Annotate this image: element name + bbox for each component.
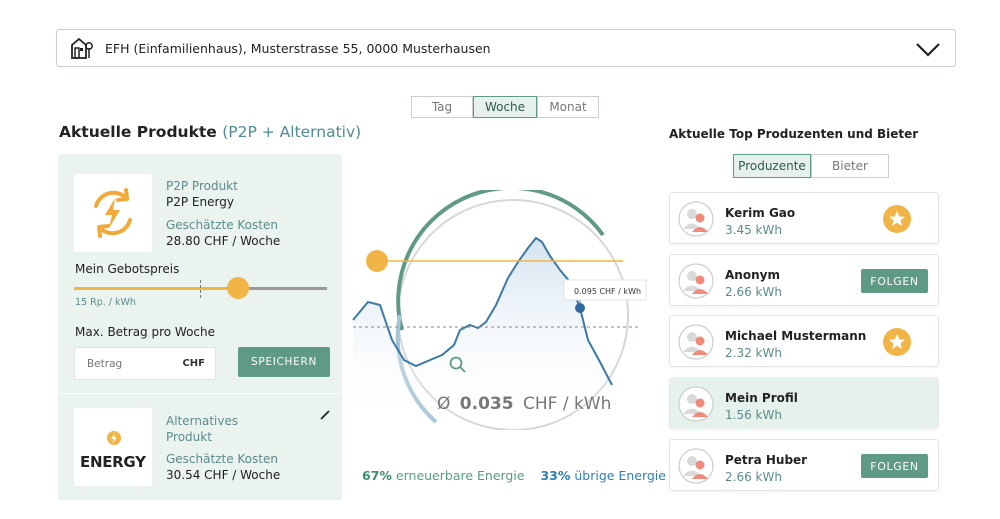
other-pct: 33% <box>540 468 571 483</box>
avatar-icon <box>678 324 714 360</box>
bid-value: 15 Rp. / kWh <box>75 297 136 308</box>
ring-renewable <box>396 190 605 331</box>
amount-input[interactable] <box>75 348 165 379</box>
my-profile-item[interactable]: Mein Profil 1.56 kWh <box>669 377 939 429</box>
energy-logo-icon <box>107 431 121 445</box>
avatar-icon <box>678 263 714 299</box>
currency-label: CHF <box>182 358 205 369</box>
house-icon <box>71 37 93 59</box>
zoom-icon[interactable] <box>449 356 466 373</box>
alt-product-logo-box: ENERGY <box>74 408 152 486</box>
p2p-product-type: P2P Produkt <box>166 179 238 193</box>
p2p-cost-value: 28.80 CHF / Woche <box>166 234 281 248</box>
price-point[interactable] <box>575 303 585 313</box>
section-subtitle: (P2P + Alternativ) <box>222 123 362 141</box>
section-title-text: Aktuelle Produkte <box>59 123 217 141</box>
tooltip-text: 0.095 CHF / kWh <box>574 287 641 296</box>
producer-name: Petra Huber <box>725 453 808 467</box>
amount-field[interactable]: CHF <box>74 347 216 380</box>
producer-tabs: Produzente Bieter <box>733 154 889 178</box>
bid-label: Mein Gebotspreis <box>75 262 180 276</box>
price-area <box>353 238 612 430</box>
producer-item[interactable]: Kerim Gao 3.45 kWh <box>669 192 939 244</box>
section-title: Aktuelle Produkte (P2P + Alternativ) <box>59 123 361 141</box>
producer-kwh: 2.66 kWh <box>725 470 782 484</box>
avatar-icon <box>678 448 714 484</box>
star-icon[interactable] <box>882 327 912 357</box>
renewable-label: erneuerbare Energie <box>395 468 525 483</box>
tab-woche[interactable]: Woche <box>473 96 537 118</box>
producer-kwh: 1.56 kWh <box>725 408 782 422</box>
alt-product-type-2: Produkt <box>166 430 212 444</box>
p2p-product-name: P2P Energy <box>166 195 234 209</box>
energy-logo-word: ENERGY <box>80 453 146 471</box>
p2p-cost-label: Geschätzte Kosten <box>166 218 278 232</box>
period-tabs: Tag Woche Monat <box>411 96 599 118</box>
p2p-energy-icon <box>94 188 132 238</box>
alt-product-type-1: Alternatives <box>166 414 239 428</box>
producer-kwh: 2.66 kWh <box>725 285 782 299</box>
max-amount-label: Max. Betrag pro Woche <box>75 325 216 339</box>
alt-cost-label: Geschätzte Kosten <box>166 452 278 466</box>
energy-logo-text: ENERGY <box>80 453 146 471</box>
tab-monat[interactable]: Monat <box>537 96 599 118</box>
p2p-product-icon-box <box>74 174 152 252</box>
address-select[interactable]: EFH (Einfamilienhaus), Musterstrasse 55,… <box>56 29 956 67</box>
alt-cost-value: 30.54 CHF / Woche <box>166 468 281 482</box>
average-unit: CHF / kWh <box>523 394 611 414</box>
renewable-pct: 67% <box>362 468 392 483</box>
tab-bieter[interactable]: Bieter <box>811 154 889 178</box>
save-button[interactable]: SPEICHERN <box>238 347 330 377</box>
bid-slider-marker <box>200 280 201 298</box>
producer-name: Kerim Gao <box>725 206 796 220</box>
address-label: EFH (Einfamilienhaus), Musterstrasse 55,… <box>105 40 491 56</box>
producer-kwh: 3.45 kWh <box>725 223 782 237</box>
tab-tag[interactable]: Tag <box>411 96 473 118</box>
bid-handle[interactable] <box>366 250 388 272</box>
average-value: 0.035 <box>460 394 514 414</box>
producers-title: Aktuelle Top Produzenten und Bieter <box>669 127 919 141</box>
price-chart: 0.095 CHF / kWh Ø 0.035 CHF / kWh <box>352 190 647 430</box>
producer-item[interactable]: Michael Mustermann 2.32 kWh <box>669 315 939 367</box>
producer-name: Mein Profil <box>725 391 798 405</box>
producer-name: Anonym <box>725 268 780 282</box>
other-label: übrige Energie <box>574 468 666 483</box>
avatar-icon <box>678 201 714 237</box>
average-label: Ø 0.035 CHF / kWh <box>437 394 611 414</box>
producer-item[interactable]: Anonym 2.66 kWh FOLGEN <box>669 254 939 306</box>
panel-divider <box>58 393 342 394</box>
follow-button[interactable]: FOLGEN <box>861 269 928 293</box>
producer-name: Michael Mustermann <box>725 329 867 343</box>
producer-item[interactable]: Petra Huber 2.66 kWh FOLGEN <box>669 439 939 491</box>
bid-slider-thumb[interactable] <box>227 277 249 299</box>
chevron-down-icon[interactable] <box>915 39 941 59</box>
edit-icon[interactable] <box>319 409 331 421</box>
average-prefix: Ø <box>437 394 450 414</box>
follow-button[interactable]: FOLGEN <box>861 454 928 478</box>
energy-mix-legend: 67% erneuerbare Energie 33% übrige Energ… <box>362 468 666 483</box>
tooltip-box <box>563 279 647 301</box>
bid-slider-fill <box>74 287 238 290</box>
avatar-icon <box>678 386 714 422</box>
tab-produzente[interactable]: Produzente <box>733 154 811 178</box>
producer-kwh: 2.32 kWh <box>725 346 782 360</box>
star-icon[interactable] <box>882 204 912 234</box>
